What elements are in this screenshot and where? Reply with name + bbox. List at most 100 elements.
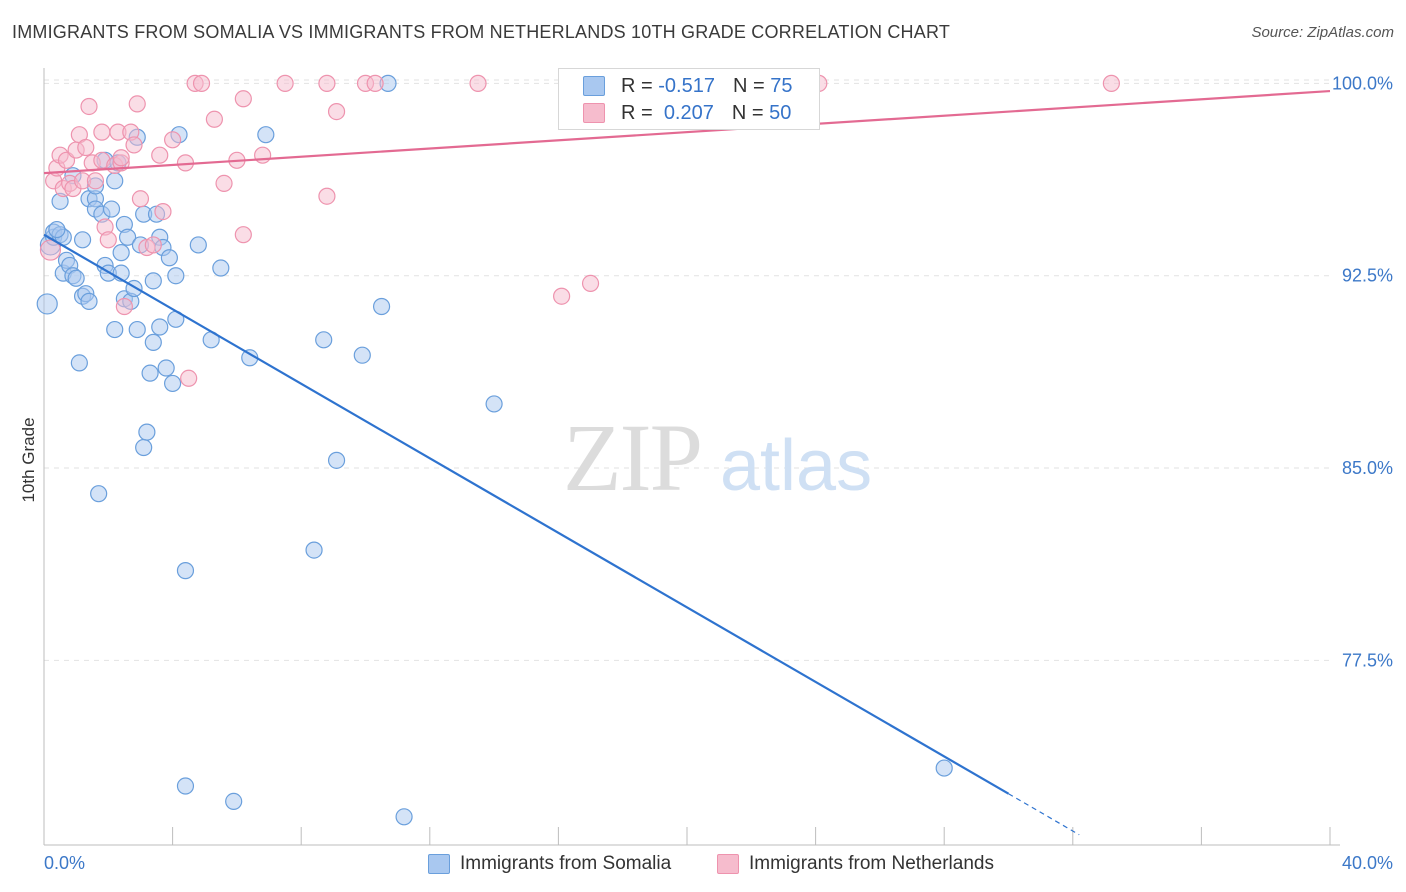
somalia-point [135, 438, 153, 457]
somalia-trend-extension [1008, 793, 1080, 836]
netherlands-r-label: R = [621, 101, 653, 124]
y-tick-label: 100.0% [1332, 73, 1393, 93]
netherlands-point [125, 136, 143, 154]
netherlands-trend-line [43, 89, 1331, 175]
netherlands-point [115, 297, 133, 316]
somalia-point [70, 354, 88, 372]
somalia-point [225, 792, 243, 811]
somalia-point [305, 541, 323, 559]
netherlands-point [128, 95, 146, 113]
somalia-point [327, 451, 346, 469]
somalia-point [485, 395, 503, 413]
y-tick-label: 92.5% [1342, 266, 1393, 286]
somalia-point [167, 267, 185, 285]
legend-row-somalia: R = -0.517 N = 75 [583, 73, 792, 99]
netherlands-point [205, 110, 223, 128]
netherlands-point [151, 146, 169, 164]
netherlands-point [469, 74, 487, 92]
somalia-point [395, 808, 413, 826]
bottom-somalia-label: Immigrants from Somalia [460, 853, 672, 874]
somalia-point [141, 364, 159, 382]
bottom-legend-netherlands: Immigrants from Netherlands [717, 851, 994, 877]
legend-row-netherlands: R = 0.207 N = 50 [583, 100, 791, 126]
y-tick-label: 77.5% [1342, 650, 1393, 670]
somalia-point [353, 346, 371, 364]
bottom-legend-somalia: Immigrants from Somalia [428, 851, 671, 877]
netherlands-point [553, 287, 571, 305]
somalia-point [36, 293, 58, 315]
somalia-point [144, 272, 162, 290]
netherlands-point [318, 74, 336, 92]
watermark: ZIP atlas [563, 404, 872, 511]
somalia-point [118, 228, 137, 246]
somalia-trend-line [43, 233, 1010, 795]
somalia-point [176, 777, 195, 795]
bottom-somalia-swatch [428, 854, 450, 874]
netherlands-point [93, 123, 111, 141]
somalia-point [372, 297, 391, 316]
netherlands-point [99, 231, 117, 249]
somalia-point [160, 249, 178, 267]
netherlands-point [366, 74, 384, 92]
somalia-point [176, 562, 195, 580]
netherlands-point [131, 190, 150, 208]
bottom-netherlands-label: Immigrants from Netherlands [749, 853, 994, 874]
somalia-point [189, 236, 207, 254]
netherlands-point [215, 174, 233, 192]
netherlands-point [254, 146, 272, 164]
netherlands-r-value: 0.207 [663, 101, 714, 124]
netherlands-n-value: 50 [769, 101, 792, 124]
stats-legend: R = -0.517 N = 75 R = 0.207 N = 50 [558, 68, 820, 130]
watermark-zip: ZIP [563, 404, 701, 511]
x-tick-label: 40.0% [1342, 853, 1393, 873]
somalia-point [138, 423, 156, 441]
netherlands-point [192, 74, 211, 92]
somalia-point [157, 359, 175, 377]
netherlands-point [1102, 74, 1120, 92]
bottom-netherlands-swatch [717, 854, 739, 874]
netherlands-points [39, 74, 1120, 387]
y-axis-label: 10th Grade [19, 417, 38, 502]
netherlands-point [581, 274, 600, 293]
netherlands-point [327, 102, 346, 121]
somalia-point [48, 220, 66, 239]
x-tick-labels: 0.0% 40.0% [44, 853, 1393, 873]
axes [43, 68, 1340, 846]
netherlands-point [154, 203, 172, 221]
trend-lines [43, 89, 1331, 836]
somalia-r-label: R = [621, 74, 653, 97]
source-label: Source: ZipAtlas.com [1251, 24, 1394, 41]
somalia-swatch [583, 76, 605, 96]
somalia-point [80, 292, 98, 310]
netherlands-n-label: N = [731, 101, 764, 124]
somalia-point [144, 333, 162, 351]
somalia-r-value: -0.517 [658, 74, 715, 97]
somalia-point [106, 320, 124, 339]
y-tick-labels: 77.5% 85.0% 92.5% 100.0% [1332, 73, 1393, 670]
netherlands-point [276, 74, 294, 92]
somalia-point [164, 374, 182, 393]
netherlands-point [164, 131, 182, 149]
somalia-n-value: 75 [770, 74, 793, 97]
chart-title: IMMIGRANTS FROM SOMALIA VS IMMIGRANTS FR… [12, 22, 951, 42]
netherlands-point [112, 149, 130, 167]
somalia-point [106, 172, 124, 190]
somalia-point [315, 331, 333, 349]
netherlands-point [39, 239, 62, 261]
netherlands-point [86, 172, 105, 190]
watermark-atlas: atlas [720, 426, 872, 506]
somalia-point [90, 485, 108, 503]
x-tick-label: 0.0% [44, 853, 85, 873]
somalia-point [935, 759, 953, 777]
somalia-point [112, 244, 130, 262]
y-tick-label: 85.0% [1342, 458, 1393, 478]
somalia-n-label: N = [732, 74, 765, 97]
somalia-point [102, 200, 121, 218]
netherlands-point [180, 369, 198, 387]
netherlands-point [144, 236, 162, 254]
somalia-point [128, 320, 146, 339]
netherlands-point [234, 226, 252, 244]
netherlands-point [234, 90, 252, 108]
netherlands-point [77, 138, 95, 157]
